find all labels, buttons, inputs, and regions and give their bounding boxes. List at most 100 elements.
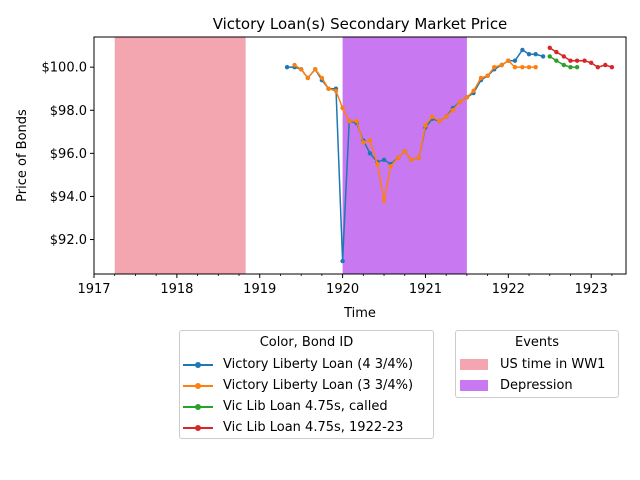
data-point	[381, 157, 387, 163]
legend-item-series-2: Vic Lib Loan 4.75s, called	[180, 396, 433, 417]
data-point	[603, 62, 608, 68]
data-point	[574, 58, 580, 63]
event-span-0	[114, 37, 246, 274]
data-point	[547, 45, 552, 50]
x-axis-label: Time	[343, 306, 376, 321]
data-point	[561, 62, 567, 68]
data-point	[526, 52, 532, 57]
data-point	[395, 155, 401, 160]
data-point	[574, 64, 580, 70]
data-point	[499, 62, 504, 68]
data-point	[554, 58, 559, 63]
legend-series: Color, Bond ID Victory Liberty Loan (4 3…	[179, 330, 434, 439]
data-point	[568, 58, 573, 63]
data-point	[326, 86, 331, 91]
data-point	[492, 64, 497, 70]
legend-item-event-1: Depression	[456, 375, 618, 396]
data-point	[361, 140, 366, 145]
data-point	[423, 123, 428, 128]
legend-swatch	[183, 359, 213, 371]
y-axis-ticks: $92.0 $94.0 $96.0 $98.0 $100.0	[42, 61, 94, 248]
legend-label: Vic Lib Loan 4.75s, called	[223, 399, 388, 414]
axes-frame	[93, 36, 627, 275]
data-point	[485, 73, 490, 78]
data-point	[458, 99, 463, 104]
data-point	[429, 114, 435, 119]
data-point	[340, 105, 345, 111]
data-point	[367, 138, 373, 143]
data-point	[313, 67, 318, 72]
data-point	[520, 64, 525, 70]
data-point	[292, 62, 297, 68]
series-layer	[284, 45, 615, 264]
data-point	[319, 75, 325, 81]
legend-patch	[460, 359, 488, 370]
event-span-1	[342, 37, 467, 274]
data-point	[526, 64, 532, 70]
data-point	[375, 161, 380, 167]
data-point	[471, 88, 476, 94]
legend-label: Depression	[500, 378, 573, 393]
legend-events-title: Events	[514, 335, 559, 350]
chart-title: Victory Loan(s) Secondary Market Price	[213, 15, 508, 33]
legend-events: Events US time in WW1 Depression	[455, 330, 619, 398]
legend-item-series-3: Vic Lib Loan 4.75s, 1922-23	[180, 417, 433, 438]
event-spans	[114, 37, 467, 274]
data-point	[333, 88, 339, 94]
data-point	[533, 64, 538, 70]
series-line-3	[549, 47, 613, 68]
data-point	[340, 258, 345, 264]
x-tick-label: 1917	[77, 282, 110, 297]
data-point	[568, 64, 573, 70]
y-tick-label: $94.0	[50, 190, 87, 205]
legend-label: Vic Lib Loan 4.75s, 1922-23	[223, 420, 404, 435]
y-tick-label: $98.0	[50, 104, 87, 119]
legend-series-title: Color, Bond ID	[259, 335, 354, 350]
data-point	[381, 198, 387, 203]
data-point	[402, 148, 407, 154]
y-tick-label: $92.0	[50, 233, 87, 248]
data-point	[443, 114, 449, 119]
legend-item-series-0: Victory Liberty Loan (4 3/4%)	[180, 354, 433, 375]
x-tick-label: 1919	[243, 282, 276, 297]
data-point	[305, 75, 310, 81]
x-tick-label: 1922	[492, 282, 525, 297]
data-point	[298, 67, 304, 72]
data-point	[506, 58, 511, 63]
data-point	[347, 118, 352, 124]
data-point	[512, 64, 518, 70]
data-point	[409, 157, 414, 163]
data-point	[582, 58, 587, 63]
x-tick-label: 1923	[575, 282, 608, 297]
data-point	[595, 64, 601, 70]
data-point	[437, 118, 442, 124]
data-point	[354, 118, 359, 124]
data-point	[540, 54, 546, 59]
y-tick-label: $100.0	[42, 61, 88, 76]
legend-label: US time in WW1	[500, 357, 606, 372]
data-point	[464, 95, 470, 100]
x-tick-label: 1920	[326, 282, 359, 297]
data-point	[520, 47, 525, 53]
x-axis-ticks: 1917 1918 1919 1920 1921 1922 1923	[77, 274, 613, 297]
data-point	[547, 54, 552, 59]
data-point	[367, 151, 373, 156]
x-tick-label: 1918	[160, 282, 193, 297]
series-2	[547, 54, 580, 70]
y-axis-label: Price of Bonds	[15, 109, 30, 202]
legend-swatch	[183, 422, 213, 434]
data-point	[588, 60, 594, 66]
x-tick-label: 1921	[409, 282, 442, 297]
data-point	[512, 58, 518, 63]
data-point	[388, 164, 393, 169]
series-3	[547, 45, 615, 70]
legend-label: Victory Liberty Loan (3 3/4%)	[223, 378, 414, 393]
data-point	[478, 75, 484, 81]
legend-label: Victory Liberty Loan (4 3/4%)	[223, 357, 414, 372]
data-point	[284, 64, 290, 70]
series-1	[292, 58, 538, 203]
data-point	[450, 108, 456, 113]
y-tick-label: $96.0	[50, 147, 87, 162]
data-point	[416, 155, 422, 160]
